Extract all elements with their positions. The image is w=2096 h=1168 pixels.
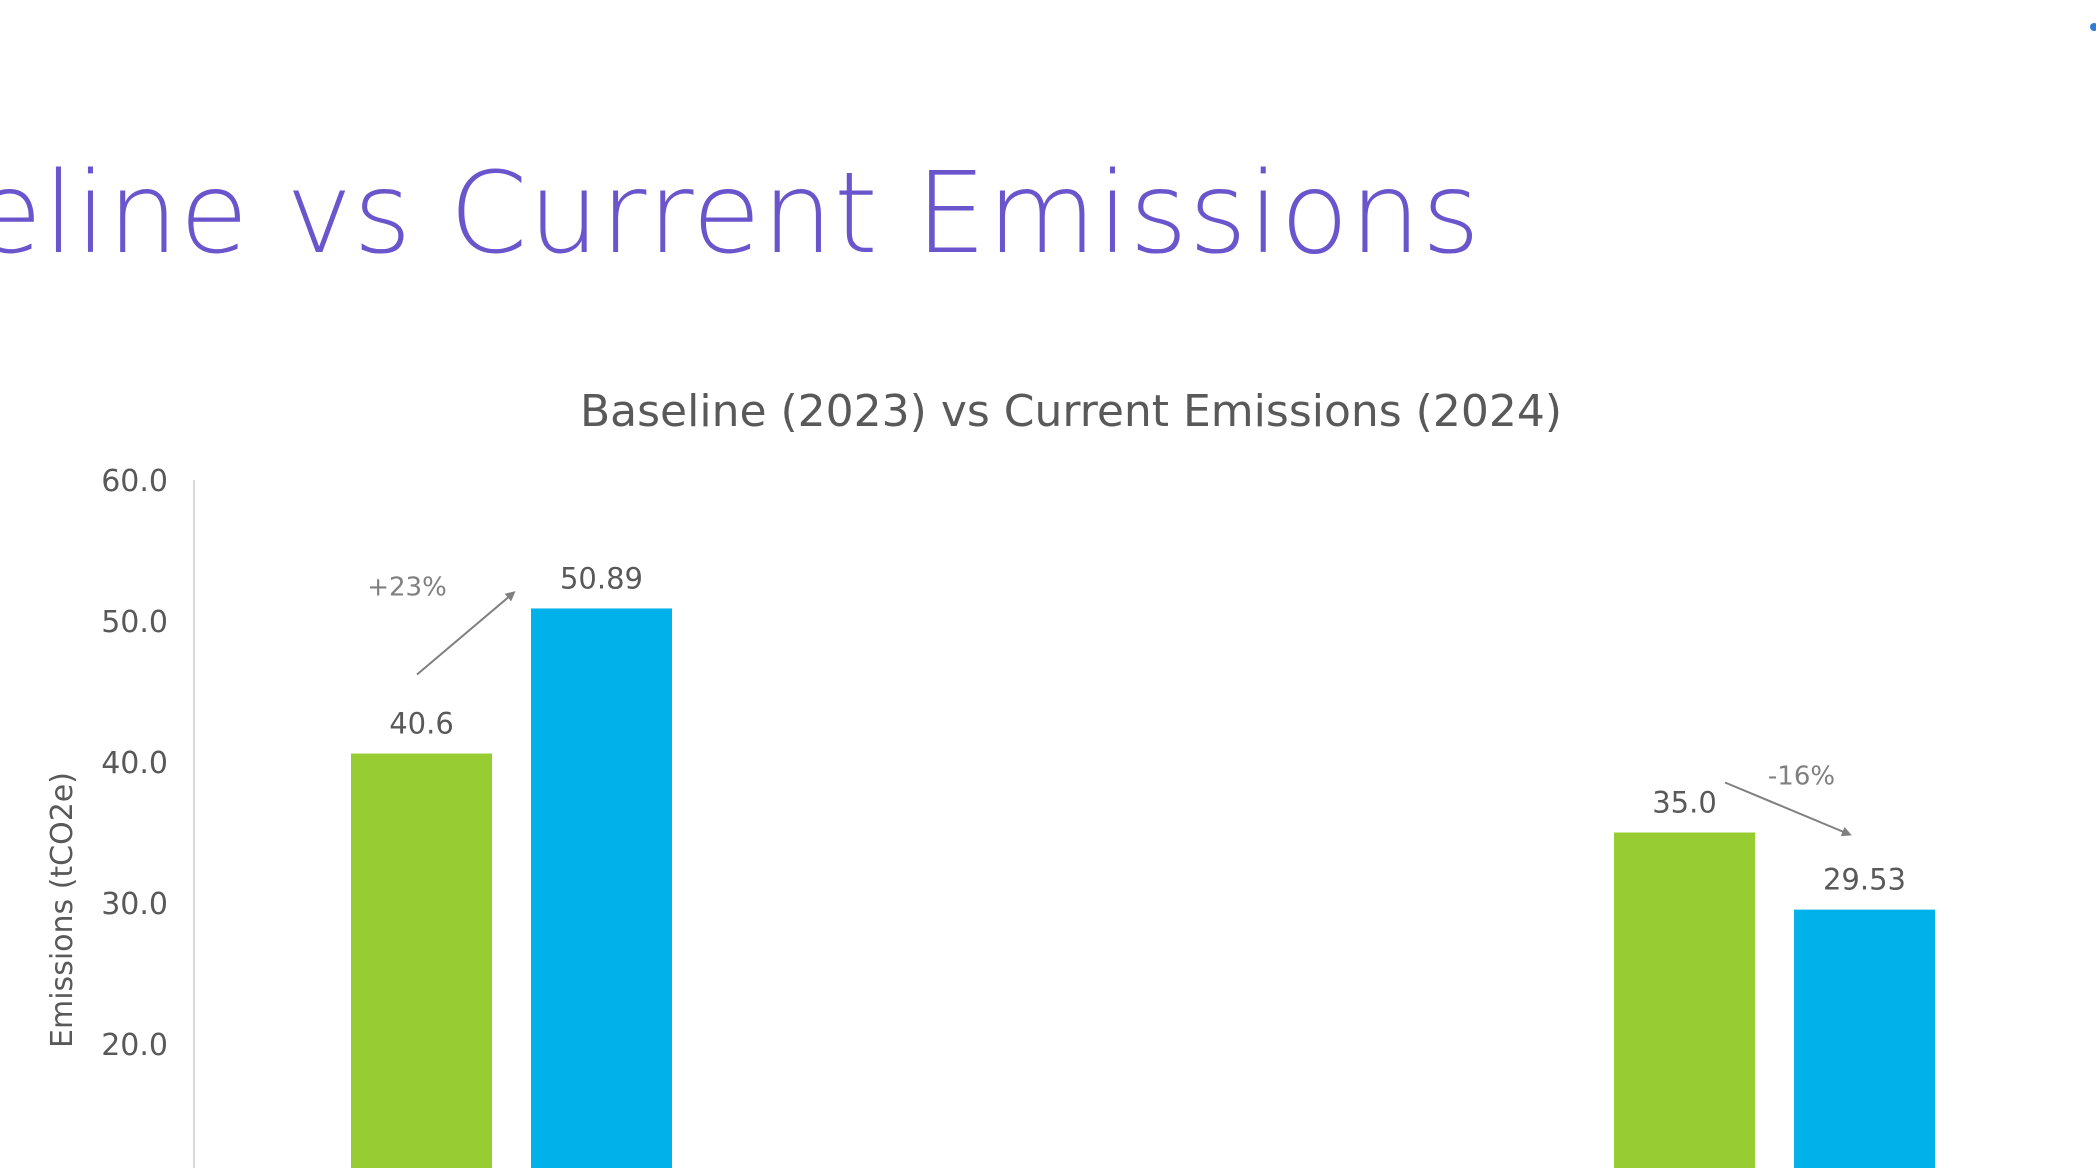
- y-tick-label: 20.0: [101, 1028, 168, 1063]
- change-annotations: +23% -16%: [367, 572, 1852, 837]
- bar-current: [1794, 909, 1935, 1168]
- y-tick-label: 60.0: [101, 464, 168, 499]
- change-arrow: [1724, 781, 1852, 837]
- y-axis-ticks: 20.0 30.0 40.0 50.0 60.0: [101, 464, 168, 1063]
- bar-value-label: 35.0: [1652, 786, 1717, 820]
- bar-current: [531, 608, 672, 1168]
- bar-value-label: 29.53: [1823, 863, 1906, 897]
- bar-series: [351, 608, 1935, 1168]
- y-axis-label: Emissions (tCO2e): [45, 772, 80, 1048]
- y-tick-label: 30.0: [101, 887, 168, 922]
- bar-value-label: 50.89: [560, 561, 643, 595]
- y-tick-label: 50.0: [101, 605, 168, 640]
- change-percent-label: +23%: [367, 572, 447, 602]
- chart-title: Baseline (2023) vs Current Emissions (20…: [580, 386, 1562, 437]
- change-percent-label: -16%: [1768, 762, 1835, 792]
- slide-title: seline vs Current Emissions: [0, 149, 1482, 279]
- y-tick-label: 40.0: [101, 746, 168, 781]
- bar-baseline: [1614, 832, 1755, 1168]
- bar-value-label: 40.6: [389, 707, 454, 741]
- bar-value-labels: 40.6 50.89 35.0 29.53: [389, 561, 1906, 896]
- accent-dot: [2090, 23, 2096, 31]
- change-arrow: [416, 591, 516, 676]
- bar-baseline: [351, 753, 492, 1168]
